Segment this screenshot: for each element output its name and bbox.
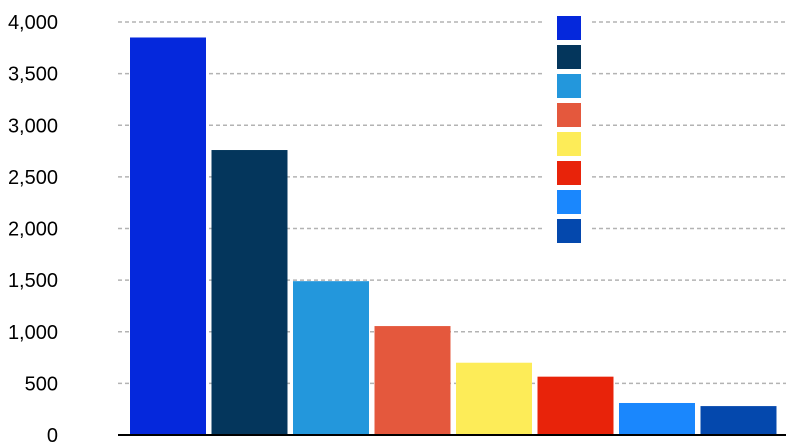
y-tick-label: 500 — [25, 373, 58, 395]
y-tick-label: 4,000 — [8, 12, 58, 34]
bar-2 — [211, 150, 288, 435]
bar-6 — [537, 376, 614, 435]
y-axis-ticks: 0 500 1,000 1,500 2,000 2,500 3,000 3,500 4,000 — [8, 12, 58, 445]
y-tick-label: 1,000 — [8, 322, 58, 344]
legend — [557, 16, 581, 243]
legend-swatch-8 — [557, 219, 581, 243]
legend-swatch-7 — [557, 190, 581, 214]
bar-1 — [130, 37, 206, 436]
y-tick-label: 2,000 — [8, 219, 58, 241]
legend-swatch-4 — [557, 103, 581, 127]
legend-swatch-1 — [557, 16, 581, 40]
y-tick-label: 0 — [47, 425, 58, 445]
bar-7 — [619, 402, 695, 435]
bar-4 — [374, 326, 451, 435]
y-tick-label: 3,000 — [8, 115, 58, 137]
legend-swatch-3 — [557, 74, 581, 98]
legend-swatch-6 — [557, 161, 581, 185]
bars — [130, 37, 777, 436]
bar-3 — [293, 281, 369, 435]
bar-8 — [700, 406, 777, 435]
y-tick-label: 1,500 — [8, 270, 58, 292]
legend-swatch-2 — [557, 45, 581, 69]
y-tick-label: 2,500 — [8, 167, 58, 189]
y-tick-label: 3,500 — [8, 64, 58, 86]
bar-5 — [456, 362, 532, 435]
legend-swatch-5 — [557, 132, 581, 156]
